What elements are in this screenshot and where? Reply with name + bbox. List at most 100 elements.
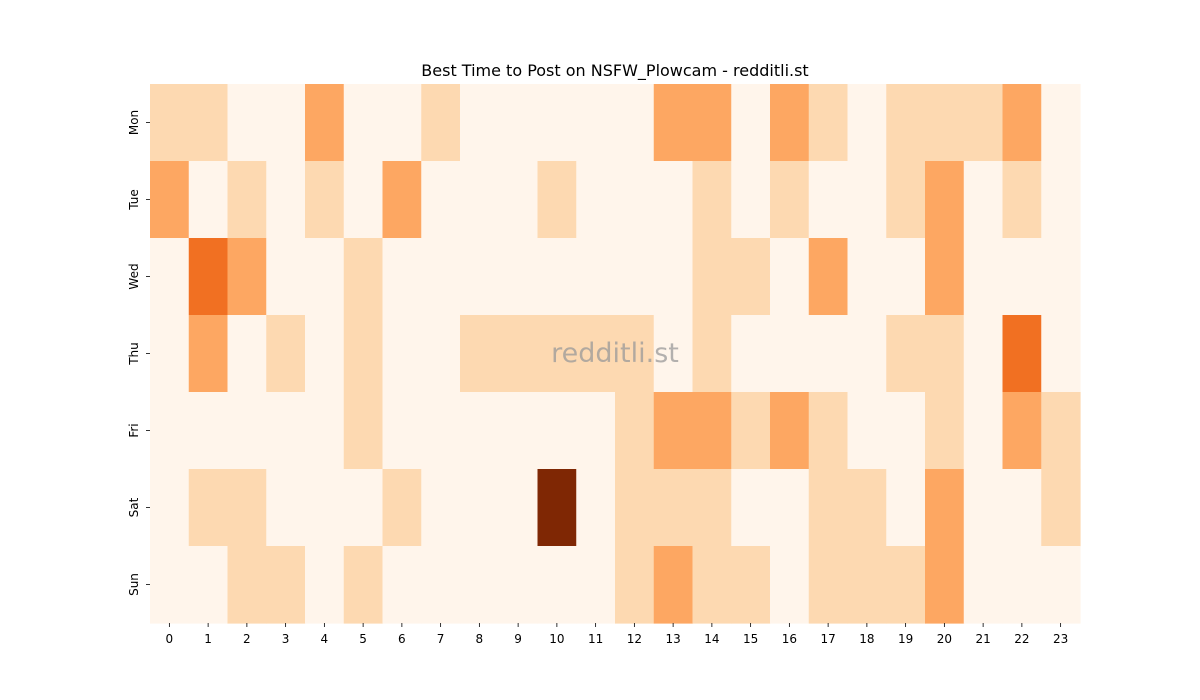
heatmap-cell [615, 469, 655, 547]
heatmap-cell [227, 469, 267, 547]
heatmap-cell [343, 546, 384, 624]
heatmap-cell [963, 392, 1004, 470]
heatmap-cell [963, 238, 1004, 316]
heatmap-cell [847, 392, 887, 470]
heatmap-cell [343, 392, 384, 470]
heatmap-cell [498, 392, 539, 470]
heatmap-cell [1041, 546, 1081, 624]
heatmap-cell [382, 161, 422, 239]
heatmap-cell [343, 469, 384, 547]
heatmap-cell [227, 84, 267, 162]
heatmap-cell [731, 161, 771, 239]
heatmap-cell [692, 161, 732, 239]
x-tick-label: 13 [665, 632, 680, 646]
heatmap-cell [1041, 469, 1081, 547]
x-tick-label: 12 [627, 632, 642, 646]
x-tick-label: 18 [859, 632, 874, 646]
heatmap-cell [421, 546, 461, 624]
heatmap-cell [925, 238, 965, 316]
heatmap-cell [498, 315, 539, 393]
heatmap-cell [847, 238, 887, 316]
heatmap-cell [731, 84, 771, 162]
heatmap-cell [537, 469, 577, 547]
heatmap-cell [692, 84, 732, 162]
heatmap-cell [692, 469, 732, 547]
heatmap-cell [460, 84, 500, 162]
heatmap-cell [886, 546, 926, 624]
heatmap-cell [343, 161, 384, 239]
heatmap-cell [847, 546, 887, 624]
x-tick-label: 17 [820, 632, 835, 646]
heatmap-cell [305, 84, 345, 162]
heatmap-cell [150, 469, 190, 547]
heatmap-cell [615, 238, 655, 316]
x-tick-label: 8 [476, 632, 484, 646]
heatmap-cell [731, 238, 771, 316]
heatmap-cell [188, 546, 229, 624]
heatmap-cell [653, 238, 694, 316]
y-tick-label: Sun [127, 573, 141, 596]
heatmap-cell [227, 238, 267, 316]
heatmap-cell [886, 238, 926, 316]
heatmap-cell [1002, 469, 1042, 547]
heatmap-cell [537, 238, 577, 316]
heatmap-cell [188, 161, 229, 239]
x-tick-label: 11 [588, 632, 603, 646]
heatmap-cell [188, 315, 229, 393]
heatmap-cell [1041, 315, 1081, 393]
heatmap-cell [1002, 238, 1042, 316]
heatmap-cell [847, 469, 887, 547]
heatmap-cell [731, 315, 771, 393]
heatmap-cell [653, 315, 694, 393]
heatmap-cell [808, 392, 849, 470]
heatmap-cell [343, 315, 384, 393]
heatmap-cell [460, 238, 500, 316]
x-tick-label: 15 [743, 632, 758, 646]
heatmap-cell [305, 392, 345, 470]
heatmap-cell [1041, 238, 1081, 316]
heatmap-cell [382, 238, 422, 316]
heatmap-cell [266, 392, 306, 470]
heatmap-cell [188, 238, 229, 316]
heatmap-cell [808, 469, 849, 547]
x-tick-label: 2 [243, 632, 251, 646]
x-tick-label: 10 [549, 632, 564, 646]
heatmap-cell [537, 84, 577, 162]
heatmap-cell [847, 315, 887, 393]
heatmap-cell [150, 238, 190, 316]
heatmap-cell [188, 469, 229, 547]
heatmap-cell [692, 546, 732, 624]
heatmap-cell [1002, 546, 1042, 624]
x-axis: 0 1 2 3 4 5 6 7 8 9 10 11 12 13 14 15 16 17 18 19 20 21 22 23 [166, 623, 1068, 646]
heatmap-cell [1002, 161, 1042, 239]
heatmap-cell [421, 161, 461, 239]
heatmap-cell [576, 161, 616, 239]
heatmap-cell [615, 546, 655, 624]
heatmap-cell [886, 315, 926, 393]
heatmap-cell [576, 238, 616, 316]
heatmap-cell [305, 469, 345, 547]
heatmap-cell [1002, 392, 1042, 470]
heatmap-cell [537, 315, 577, 393]
heatmap-cell [150, 84, 190, 162]
x-tick-label: 5 [359, 632, 367, 646]
heatmap-cell [770, 238, 810, 316]
heatmap-cell [808, 546, 849, 624]
heatmap-cell [460, 315, 500, 393]
heatmap-cell [266, 84, 306, 162]
heatmap-cell [847, 84, 887, 162]
heatmap-cell [227, 392, 267, 470]
heatmap-cell [886, 161, 926, 239]
heatmap-cell [421, 392, 461, 470]
heatmap-cell [421, 84, 461, 162]
heatmap-cell [227, 546, 267, 624]
y-tick-label: Tue [127, 189, 141, 211]
heatmap-cell [886, 84, 926, 162]
heatmap-cell [576, 469, 616, 547]
heatmap-cell [537, 161, 577, 239]
heatmap-cell [653, 546, 694, 624]
heatmap-cell [498, 546, 539, 624]
heatmap-cell [382, 546, 422, 624]
heatmap-cell [498, 161, 539, 239]
